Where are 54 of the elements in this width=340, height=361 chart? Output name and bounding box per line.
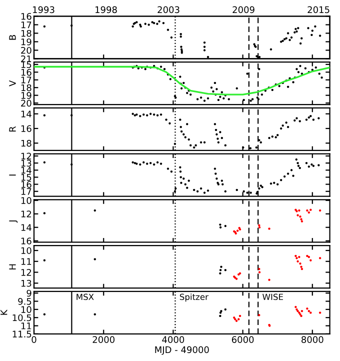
y-tick-label: 10 <box>21 306 32 313</box>
y-tick-label: 16 <box>21 125 32 132</box>
ref-line-label: MSX <box>76 294 94 300</box>
x-tick-label: 6000 <box>232 336 254 343</box>
y-tick-label: 12 <box>21 152 32 160</box>
y-tick-label: 18 <box>21 140 32 147</box>
y-tick-label: 17 <box>21 76 32 84</box>
x2-tick-label: 2009 <box>232 6 254 14</box>
x2-tick-label: 2015 <box>308 6 330 14</box>
y-axis-title: K <box>0 310 8 315</box>
y-tick-label: 17 <box>21 22 32 28</box>
y-axis-title: V <box>9 80 16 86</box>
x-axis-title: MJD - 49000 <box>155 346 209 355</box>
y-tick-label: 14 <box>21 224 32 231</box>
ref-line-label: Spitzer <box>180 294 208 302</box>
y-tick-label: 19 <box>21 38 32 46</box>
y-tick-label: 13 <box>21 280 32 287</box>
y-tick-label: 11 <box>21 258 32 265</box>
y-tick-label: 18 <box>21 30 32 37</box>
y-tick-label: 10.5 <box>12 314 32 322</box>
y-axis-title: B <box>9 35 16 40</box>
y-tick-label: 16 <box>21 12 32 20</box>
y-tick-label: 13 <box>21 160 32 167</box>
y-tick-label: 10 <box>21 247 32 254</box>
y-tick-label: 11 <box>21 322 32 330</box>
x-tick-label: 8000 <box>302 336 324 343</box>
x2-tick-label: 2003 <box>158 6 180 14</box>
y-tick-label: 20 <box>21 46 32 54</box>
y-tick-label: 10 <box>21 197 32 204</box>
y-tick-label: 19 <box>21 92 32 99</box>
y-tick-label: 9.5 <box>18 298 32 305</box>
y-axis-title: I <box>9 174 16 176</box>
y-tick-label: 14 <box>21 166 32 174</box>
y-tick-label: 15 <box>21 174 32 181</box>
x-tick-label: 2000 <box>92 336 114 343</box>
y-tick-label: 16 <box>21 238 32 244</box>
y-axis-title: R <box>9 126 16 132</box>
y-tick-label: 20 <box>21 100 32 107</box>
x2-tick-label: 1993 <box>33 6 54 14</box>
y-tick-label: 14 <box>21 110 32 118</box>
y-tick-label: 16 <box>21 181 32 188</box>
y-tick-label: 12 <box>21 210 32 218</box>
ref-line-label: WISE <box>262 294 283 300</box>
y-tick-label: 18 <box>21 84 32 92</box>
y-axis-title: J <box>9 220 18 223</box>
x2-tick-label: 1998 <box>96 6 117 14</box>
y-axis-title: H <box>9 264 16 270</box>
x-tick-label: 0 <box>32 336 36 343</box>
y-tick-label: 11.5 <box>12 330 32 338</box>
x-tick-label: 4000 <box>162 336 184 343</box>
y-tick-label: 17 <box>21 188 32 195</box>
y-tick-label: 12 <box>21 268 32 276</box>
y-tick-label: 16 <box>21 68 32 76</box>
y-tick-label: 9 <box>26 290 32 297</box>
